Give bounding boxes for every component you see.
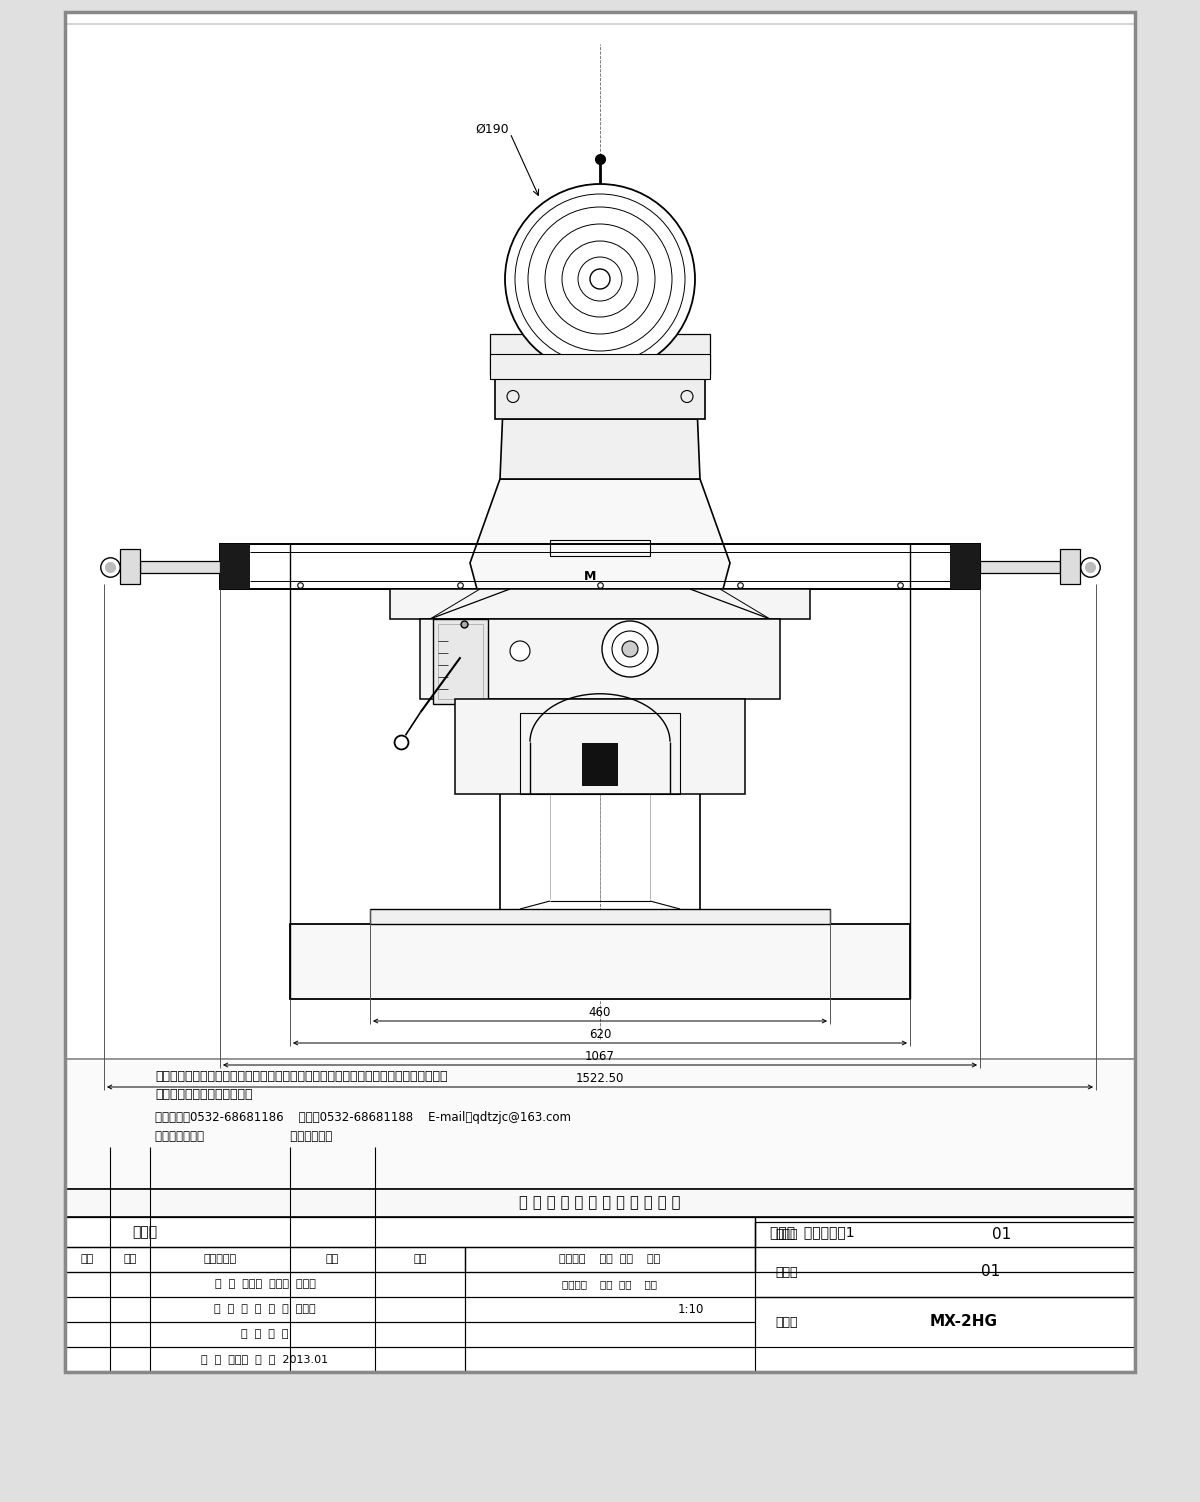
Bar [950,544,980,589]
Circle shape [505,185,695,374]
Bar [466,1347,755,1371]
Bar [65,1059,1135,1190]
Bar [65,1322,466,1347]
Bar [466,1272,755,1298]
Bar [980,560,1060,572]
Bar [466,1298,755,1322]
Text: 签字: 签字 [326,1254,340,1265]
Bar [550,541,650,556]
Text: MX-2HG: MX-2HG [930,1314,998,1329]
Text: 01: 01 [980,1265,1001,1280]
Bar [140,560,220,572]
Bar [755,1217,1135,1247]
Bar [65,1247,466,1272]
Text: 版本：: 版本： [132,1226,157,1239]
Bar [290,924,910,999]
Text: 联系电话：0532-68681186    传真：0532-68681188    E-mail：qdtzjc@163.com: 联系电话：0532-68681186 传真：0532-68681188 E-ma… [155,1110,571,1123]
Text: 名称：  光机外形图1: 名称： 光机外形图1 [770,1226,854,1239]
Bar [65,12,1135,1371]
Text: 更改文件号: 更改文件号 [204,1254,236,1265]
Circle shape [602,620,658,677]
Bar [65,1190,1135,1217]
Text: 1522.50: 1522.50 [576,1071,624,1084]
Text: 图样标记    件数  重量    比例: 图样标记 件数 重量 比例 [563,1280,658,1290]
Circle shape [622,641,638,656]
Text: 图号：: 图号： [775,1229,798,1241]
Polygon shape [500,419,700,479]
Text: 型号：: 型号： [775,1316,798,1328]
Bar [420,619,780,698]
Text: 技术服务电话：                       生产总调度：: 技术服务电话： 生产总调度： [155,1131,332,1143]
Text: 处数: 处数 [124,1254,137,1265]
Bar [120,550,140,584]
Polygon shape [470,479,730,619]
Bar [755,1247,1135,1298]
Text: Ø190: Ø190 [475,123,509,135]
Text: 01: 01 [992,1227,1012,1242]
Bar [65,12,1135,1371]
Bar [490,333,710,374]
Bar [490,354,710,379]
Text: 审  核  马  康: 审 核 马 康 [241,1329,289,1340]
Bar [755,1298,1135,1347]
Text: 青 岛 台 正 精 密 机 械 有 限 公 司: 青 岛 台 正 精 密 机 械 有 限 公 司 [520,1196,680,1211]
Bar [582,743,618,786]
Bar [370,909,830,924]
Text: 460: 460 [589,1005,611,1018]
Text: 设  计  黄兴华  标准化  张嘉伟: 设 计 黄兴华 标准化 张嘉伟 [215,1280,316,1290]
Text: 标记: 标记 [80,1254,94,1265]
Bar [455,698,745,795]
Text: 1:10: 1:10 [678,1304,704,1316]
Bar [496,374,706,419]
Bar [390,589,810,619]
Text: 工  艺  李宏亮  日  期  2013.01: 工 艺 李宏亮 日 期 2013.01 [202,1355,329,1364]
Text: 图号：: 图号： [775,1266,798,1278]
Bar [466,1322,755,1347]
Bar [466,1247,755,1272]
Bar [220,544,250,589]
Text: 图样标记    件数  重量    比例: 图样标记 件数 重量 比例 [559,1254,661,1265]
Bar [755,1223,1135,1272]
Text: 备注：本公司随时在进行研究改进工作，因此保有随时更改光机技术参数及结构的权力，: 备注：本公司随时在进行研究改进工作，因此保有随时更改光机技术参数及结构的权力， [155,1071,448,1083]
Bar [520,713,680,795]
Bar [438,623,482,698]
Circle shape [510,641,530,661]
Bar [65,24,1135,1059]
Bar [65,1298,466,1322]
Bar [65,1347,466,1371]
Bar [65,1272,466,1298]
Bar [433,619,488,704]
Bar [220,544,980,589]
Bar [65,1217,755,1247]
Text: 620: 620 [589,1027,611,1041]
Text: M: M [584,571,596,583]
Text: 变更时恕不另行通知。谢谢！: 变更时恕不另行通知。谢谢！ [155,1089,252,1101]
Bar [1060,550,1080,584]
Text: 校  对  贾  恩  审  定  牛晓光: 校 对 贾 恩 审 定 牛晓光 [214,1305,316,1314]
Text: 1067: 1067 [586,1050,614,1062]
Text: 日期: 日期 [413,1254,427,1265]
